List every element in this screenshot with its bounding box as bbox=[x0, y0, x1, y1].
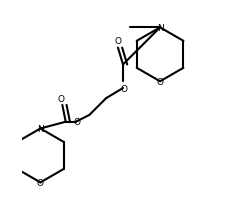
Text: O: O bbox=[57, 94, 64, 103]
Text: O: O bbox=[156, 77, 164, 86]
Text: O: O bbox=[120, 84, 127, 93]
Text: N: N bbox=[37, 124, 44, 133]
Text: O: O bbox=[73, 118, 80, 127]
Text: O: O bbox=[37, 178, 44, 187]
Text: N: N bbox=[157, 24, 163, 33]
Text: O: O bbox=[114, 37, 122, 46]
